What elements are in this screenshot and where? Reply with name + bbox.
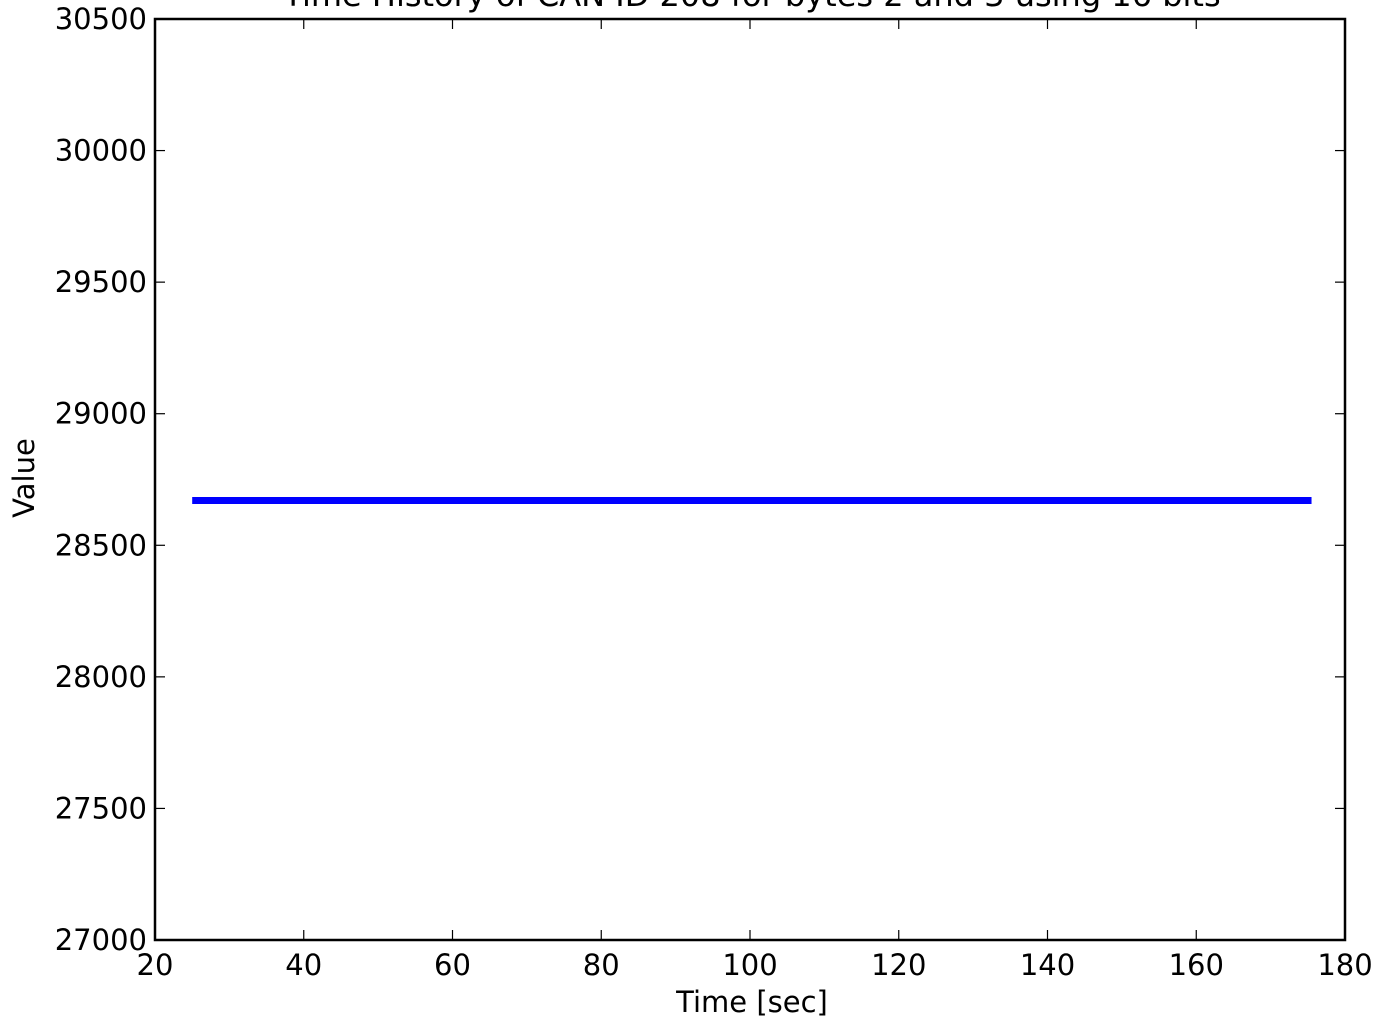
x-tick-label: 40 (285, 948, 322, 982)
y-tick-label: 27000 (55, 923, 147, 957)
y-tick-label: 27500 (55, 791, 147, 825)
x-tick-label: 60 (434, 948, 471, 982)
y-tick-label: 30000 (55, 134, 147, 168)
y-tick-label: 29500 (55, 265, 147, 299)
x-tick-label: 140 (1020, 948, 1075, 982)
x-tick-label: 120 (871, 948, 926, 982)
chart-title: Time History of CAN ID 208 for bytes 2 a… (282, 0, 1220, 14)
y-tick-label: 28000 (55, 660, 147, 694)
x-tick-label: 180 (1317, 948, 1372, 982)
plot-frame (153, 17, 1347, 942)
y-tick-label: 28500 (55, 528, 147, 562)
y-tick-label: 30500 (55, 2, 147, 36)
tick-layer: 20 40 60 80 100 120 140 160 180 27000 27500 28000 28… (55, 2, 1373, 982)
y-tick-label: 29000 (55, 397, 147, 431)
y-axis-title: Value (7, 438, 41, 518)
x-tick-label: 100 (722, 948, 777, 982)
x-axis-title: Time [sec] (675, 985, 828, 1019)
x-tick-label: 20 (137, 948, 174, 982)
x-tick-label: 160 (1169, 948, 1224, 982)
x-tick-label: 80 (583, 948, 620, 982)
